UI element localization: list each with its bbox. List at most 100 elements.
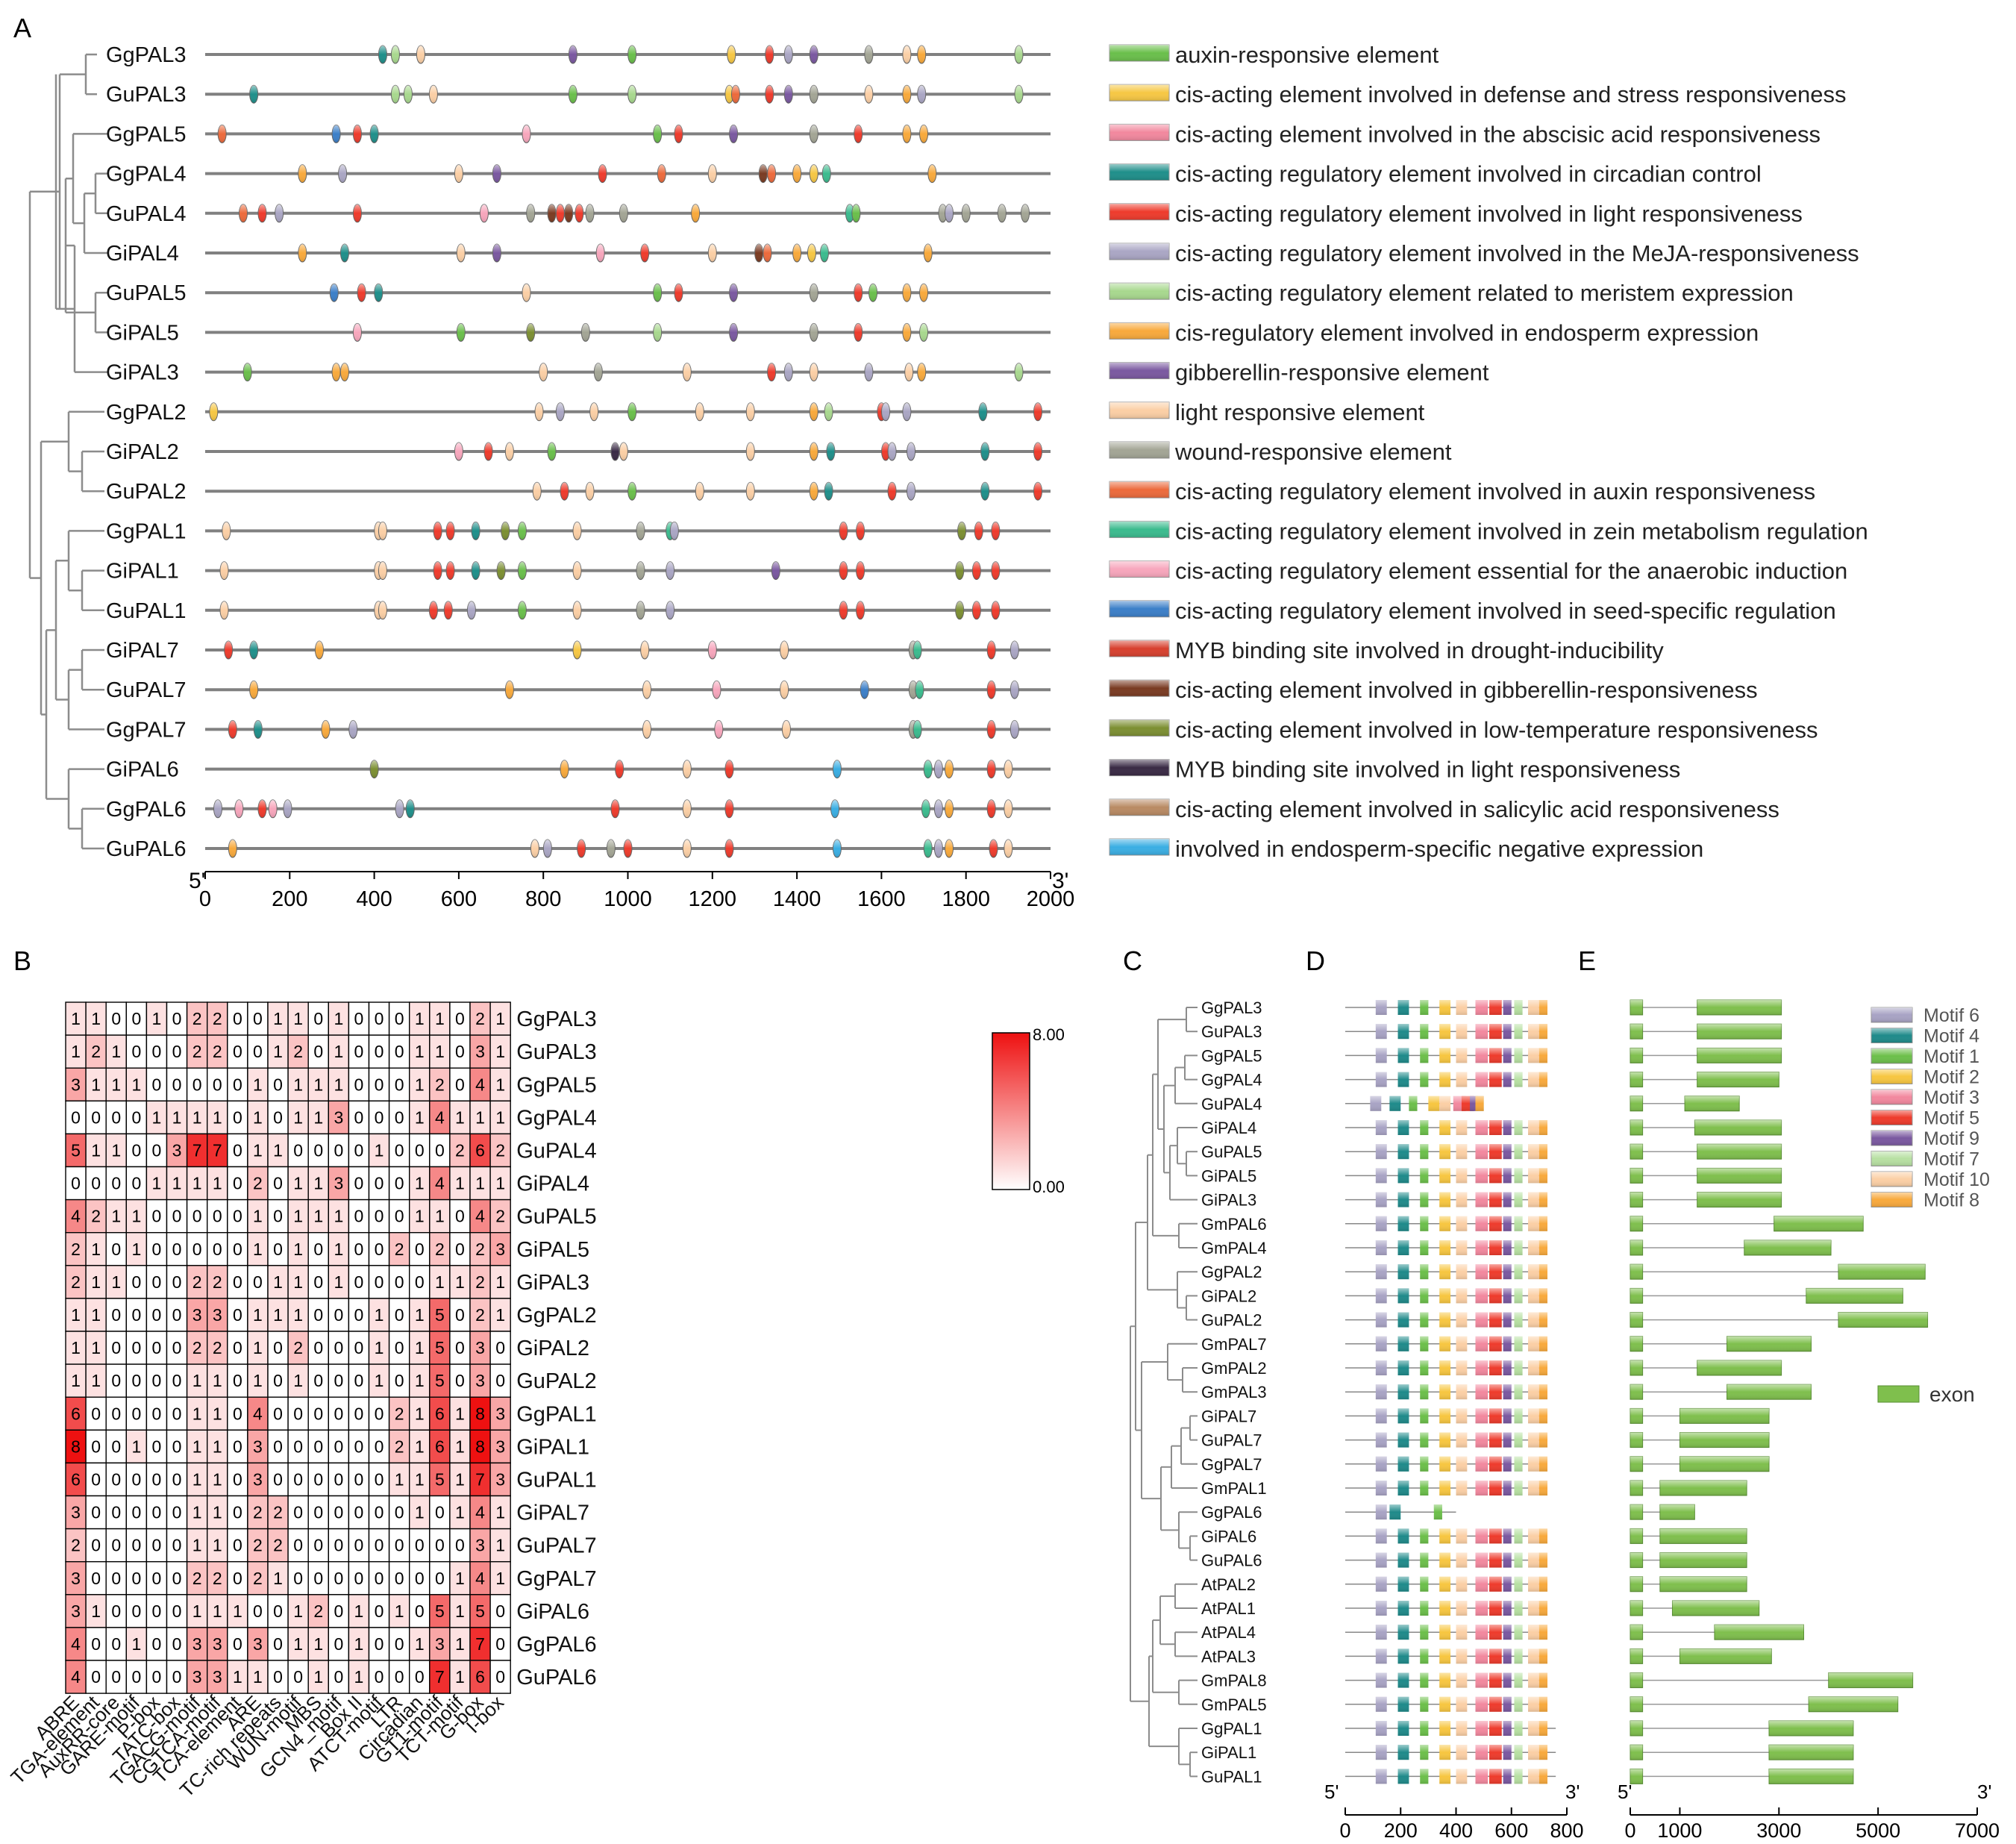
heatmap-cell-value: 0 [91, 1107, 101, 1127]
exon-box-shine [1630, 1504, 1643, 1520]
motif-box-shine [1375, 1120, 1387, 1135]
cis-element-marker-shine [378, 522, 387, 540]
heatmap-cell [489, 1298, 511, 1332]
motif-box-shine [1397, 1456, 1409, 1472]
heatmap-cell-value: 0 [91, 1667, 101, 1687]
motif-box-shine [1439, 1168, 1451, 1184]
heatmap-cell-value: 0 [111, 1469, 121, 1489]
pal-gene-label: GiPAL1 [1201, 1743, 1256, 1762]
motif-legend-label: Motif 3 [1923, 1087, 1979, 1108]
motif-box-shine [1375, 1312, 1387, 1328]
motif-box-shine [1489, 1168, 1502, 1184]
motif-box-shine [1439, 1312, 1451, 1328]
heatmap-cell-value: 0 [152, 1569, 162, 1588]
cis-element-marker-shine [987, 720, 996, 739]
motif-box-shine [1528, 1672, 1539, 1688]
cis-element-marker-shine [1004, 840, 1012, 857]
motif-box-shine [1420, 1072, 1429, 1087]
motif-box-shine [1489, 1408, 1502, 1424]
heatmap-cell-value: 0 [152, 1404, 162, 1423]
motif-box-shine [1397, 1312, 1409, 1328]
pal-gene-label: GuPAL4 [1201, 1095, 1262, 1113]
heatmap-cell-value: 0 [91, 1569, 101, 1588]
heatmap-cell-value: 1 [253, 1240, 263, 1259]
cis-element-marker-shine [830, 799, 839, 818]
heatmap-cell [85, 1166, 107, 1201]
cis-element-marker-shine [594, 363, 603, 381]
motif-box-shine [1528, 1625, 1539, 1640]
heatmap-row-label: GuPAL3 [516, 1040, 596, 1064]
heatmap-cell [489, 1528, 511, 1563]
heatmap-cell [166, 1660, 188, 1694]
heatmap-cell-value: 2 [313, 1601, 323, 1621]
cis-element-marker-shine [228, 720, 237, 739]
heatmap-cell [328, 1298, 350, 1332]
motif-box-shine [1489, 1769, 1502, 1784]
cis-element-marker-shine [856, 561, 865, 580]
heatmap-cell-value: 1 [354, 1601, 364, 1621]
heatmap-cell-value: 1 [293, 1174, 303, 1193]
motif-box-shine [1489, 1552, 1502, 1568]
heatmap-cell-value: 0 [233, 1437, 242, 1456]
cis-element-marker-shine [560, 760, 569, 778]
heatmap-cell-value: 1 [273, 1272, 283, 1292]
cis-element-marker-shine [444, 601, 453, 619]
heatmap-cell-value: 1 [375, 1140, 384, 1160]
motif-box-shine [1397, 1769, 1409, 1784]
promoter-gene-label: GgPAL4 [106, 163, 186, 187]
heatmap-cell-value: 0 [111, 1667, 121, 1687]
motif-box-shine [1397, 1192, 1409, 1207]
promoter-gene-label: GgPAL7 [106, 718, 186, 742]
heatmap-cell-value: 0 [131, 1569, 141, 1588]
motif-box-shine [1528, 1552, 1539, 1568]
heatmap-cell-value: 0 [131, 1371, 141, 1390]
gene-structure-axis-tick-label: 0 [1624, 1819, 1635, 1842]
heatmap-cell [469, 1495, 491, 1530]
heatmap-cell-value: 3 [495, 1404, 505, 1423]
heatmap-cell-value: 0 [111, 1371, 121, 1390]
exon-box-shine [1714, 1625, 1804, 1640]
motif-box-shine [1375, 1721, 1387, 1736]
motif-box-shine [1397, 1552, 1409, 1568]
motif-box-shine [1528, 1312, 1539, 1328]
heatmap-cell [287, 1594, 309, 1628]
motif-box-shine [1420, 1384, 1429, 1400]
cis-element-marker-shine [505, 681, 514, 699]
cis-element-marker-shine [839, 522, 848, 540]
heatmap-cell [489, 1429, 511, 1464]
cis-element-marker-shine [530, 840, 539, 857]
heatmap-row-label: GgPAL2 [516, 1304, 596, 1328]
motif-box-shine [1397, 1072, 1409, 1087]
heatmap-cell-value: 1 [91, 1140, 101, 1160]
heatmap-cell-value: 0 [131, 1601, 141, 1621]
heatmap-cell [227, 1231, 248, 1266]
heatmap-cell-value: 0 [233, 1207, 242, 1226]
motif-box-shine [1420, 1408, 1429, 1424]
heatmap-cell-value: 0 [152, 1272, 162, 1292]
heatmap-cell-value: 0 [152, 1371, 162, 1390]
cis-element-marker-shine [492, 244, 501, 262]
heatmap-cell-value: 0 [395, 1634, 404, 1654]
heatmap-cell-value: 2 [71, 1272, 81, 1292]
heatmap-cell [287, 1067, 309, 1101]
heatmap-cell-value: 0 [415, 1601, 425, 1621]
motif-box-shine [1538, 1481, 1548, 1495]
heatmap-cell-value: 1 [455, 1272, 465, 1292]
exon-box-shine [1630, 1552, 1643, 1568]
pal-gene-label: AtPAL4 [1201, 1623, 1256, 1642]
motif-legend-swatch-shine [1871, 1131, 1912, 1146]
heatmap-cell [409, 1265, 431, 1299]
pal-gene-label: GgPAL1 [1201, 1719, 1262, 1738]
heatmap-cell [166, 1198, 188, 1234]
motif-box-shine [1503, 1024, 1512, 1040]
motif-box-shine [1375, 1000, 1387, 1015]
motif-box-shine [1439, 1288, 1451, 1304]
heatmap-cell-value: 0 [455, 1240, 465, 1259]
cis-element-marker-shine [913, 641, 922, 659]
motif-box-shine [1389, 1096, 1401, 1111]
heatmap-cell-value: 0 [375, 1437, 384, 1456]
motif-box-shine [1439, 1048, 1451, 1063]
heatmap-cell-value: 0 [334, 1469, 343, 1489]
heatmap-cell [267, 1034, 289, 1069]
cis-element-marker-shine [315, 641, 324, 659]
